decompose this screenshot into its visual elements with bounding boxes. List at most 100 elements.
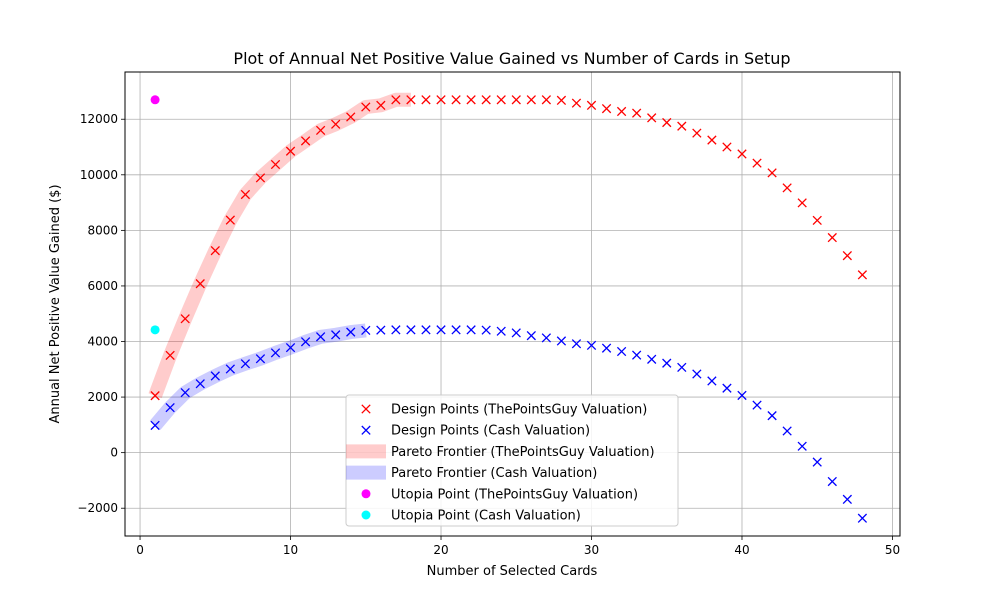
design-point [692,128,702,138]
design-point [361,102,371,112]
design-point [331,119,341,129]
design-point [376,100,386,111]
legend-label: Pareto Frontier (Cash Valuation) [391,466,597,481]
design-point [782,183,792,193]
design-point [210,371,220,381]
design-point [511,95,521,105]
design-point [195,379,205,389]
grid-lines [125,72,900,536]
design-point [451,325,461,335]
design-point [270,348,281,358]
design-point [300,136,311,146]
design-point [391,95,401,105]
x-tick-label: 0 [136,543,144,557]
design-point [601,104,612,114]
design-point [240,189,251,200]
design-point [255,173,266,183]
design-point [631,350,642,360]
design-point [481,325,491,335]
design-point [150,391,160,401]
design-point [496,326,506,336]
design-point [331,330,341,340]
design-point [677,121,687,131]
plot-frame [124,71,901,537]
design-point [255,354,266,364]
design-point [707,376,717,386]
design-point [556,95,567,105]
design-point [315,125,326,136]
design-point [722,383,732,393]
design-point [812,215,822,226]
design-point [767,168,777,178]
design-point [150,420,160,431]
design-point [662,358,672,368]
y-tick-label: −2000 [77,501,118,515]
design-point [601,343,612,353]
design-point [436,95,446,105]
legend-marker [361,404,371,414]
y-tick-label: 8000 [87,223,118,237]
design-point [180,387,190,398]
design-point [466,325,476,335]
utopia-point [150,325,160,335]
design-point [647,113,657,123]
design-point [210,245,220,256]
design-point [315,332,326,342]
design-point [541,333,552,343]
design-point [165,402,175,413]
design-point [662,117,672,128]
design-point [767,411,777,421]
y-axis-label: Annual Net Positive Value Gained ($) [48,184,63,423]
legend-label: Pareto Frontier (ThePointsGuy Valuation) [391,445,655,460]
y-tick-label: 0 [110,446,118,460]
design-point [511,328,521,338]
design-point [225,215,235,225]
legend-label: Design Points (ThePointsGuy Valuation) [391,403,647,418]
design-point [586,340,597,351]
design-point [737,149,747,159]
design-point [346,327,356,337]
design-point [406,95,416,105]
design-point [722,142,732,152]
design-point [496,95,506,105]
design-point [692,369,702,379]
x-tick-label: 10 [283,543,298,557]
design-point [556,336,567,346]
legend-marker [361,425,371,435]
legend: Design Points (ThePointsGuy Valuation) De… [345,394,679,527]
design-point [571,339,582,349]
design-point [752,158,762,168]
legend-marker [361,489,371,499]
design-point [842,494,852,504]
design-point [631,108,642,118]
y-tick-label: 6000 [87,279,118,293]
data-points [150,95,868,523]
y-tick-label: 12000 [80,112,118,126]
legend-label: Design Points (Cash Valuation) [391,424,590,439]
legend-label: Utopia Point (Cash Valuation) [391,509,581,524]
axes-frame [124,71,901,537]
chart-title: Plot of Annual Net Positive Value Gained… [233,49,790,68]
design-point [737,390,747,401]
design-point [481,95,491,105]
design-point [827,476,837,487]
design-point [451,95,461,105]
design-point [857,270,868,280]
design-point [376,325,386,335]
design-point [677,362,687,373]
design-point [526,331,536,341]
design-point [406,325,416,335]
x-tick-label: 20 [433,543,448,557]
y-tick-label: 2000 [87,390,118,404]
design-point [421,95,431,105]
design-point [361,325,371,336]
legend-marker [361,510,371,520]
design-point [391,325,401,335]
x-tick-label: 30 [584,543,599,557]
design-point [616,106,627,117]
legend-box [345,394,679,527]
design-point [165,350,175,361]
design-point [346,112,356,122]
